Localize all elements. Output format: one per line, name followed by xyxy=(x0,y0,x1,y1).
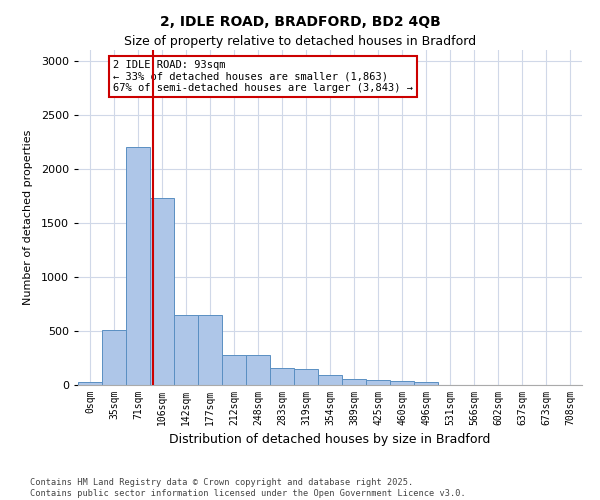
Text: 2 IDLE ROAD: 93sqm
← 33% of detached houses are smaller (1,863)
67% of semi-deta: 2 IDLE ROAD: 93sqm ← 33% of detached hou… xyxy=(113,60,413,93)
Bar xyxy=(78,382,102,385)
Y-axis label: Number of detached properties: Number of detached properties xyxy=(23,130,32,305)
Bar xyxy=(102,330,126,385)
Bar xyxy=(222,354,246,385)
Bar xyxy=(126,148,150,385)
Text: Contains HM Land Registry data © Crown copyright and database right 2025.
Contai: Contains HM Land Registry data © Crown c… xyxy=(30,478,466,498)
Bar xyxy=(246,356,270,385)
Bar xyxy=(366,380,390,385)
Bar xyxy=(270,368,294,385)
Bar xyxy=(294,370,318,385)
Bar xyxy=(198,315,222,385)
X-axis label: Distribution of detached houses by size in Bradford: Distribution of detached houses by size … xyxy=(169,434,491,446)
Text: Size of property relative to detached houses in Bradford: Size of property relative to detached ho… xyxy=(124,35,476,48)
Bar xyxy=(150,198,174,385)
Bar xyxy=(174,315,198,385)
Bar xyxy=(414,382,438,385)
Text: 2, IDLE ROAD, BRADFORD, BD2 4QB: 2, IDLE ROAD, BRADFORD, BD2 4QB xyxy=(160,15,440,29)
Bar xyxy=(342,379,366,385)
Bar xyxy=(318,376,342,385)
Bar xyxy=(390,380,414,385)
